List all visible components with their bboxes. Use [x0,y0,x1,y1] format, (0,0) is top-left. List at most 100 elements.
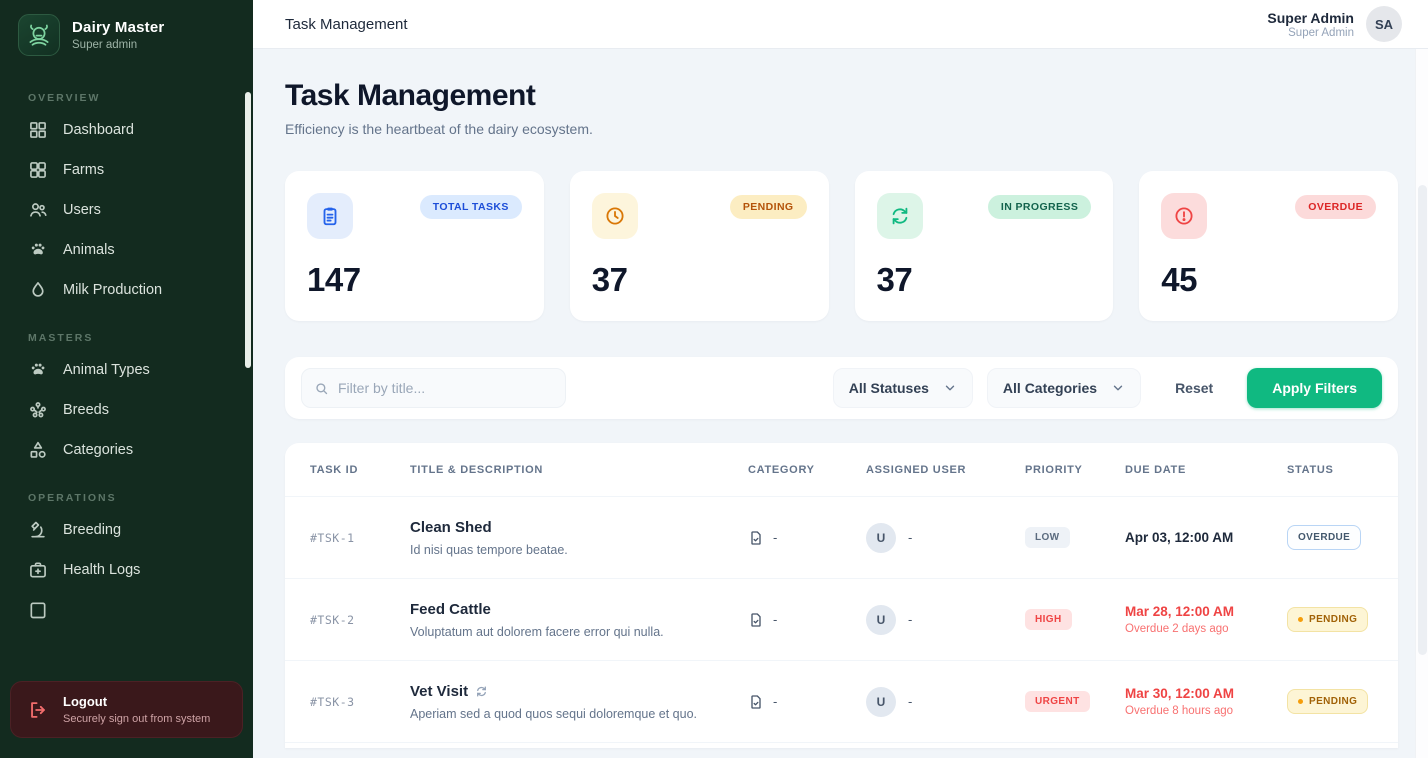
assigned-user-value: - [908,612,913,627]
tasks-table: TASK ID TITLE & DESCRIPTION CATEGORY ASS… [285,443,1398,748]
category-dropdown[interactable]: All Categories [986,368,1142,408]
topbar-title: Task Management [285,15,408,33]
sidebar-item-breeding[interactable]: Breeding [0,510,253,550]
priority-badge: HIGH [1025,609,1072,630]
task-list-icon [28,600,48,620]
category-value: - [773,694,778,709]
clock-icon [591,193,638,239]
sidebar-item-label: Users [63,202,101,218]
due-note: Overdue 2 days ago [1125,623,1229,635]
status-dot [1298,699,1303,704]
status-badge: OVERDUE [1287,525,1362,550]
task-title: Vet Visit [410,682,469,700]
farms-grid-icon [28,160,48,180]
sidebar-item-breeds[interactable]: Breeds [0,390,253,430]
brand-logo [18,14,60,56]
sidebar-item-milk-production[interactable]: Milk Production [0,270,253,310]
clipboard-icon [307,193,353,239]
user-name: Super Admin [1267,9,1354,26]
document-check-icon [748,612,764,628]
task-description: Id nisi quas tempore beatae. [410,542,568,557]
droplet-icon [28,280,48,300]
assigned-avatar: U [866,604,896,635]
table-row[interactable]: #TSK-1 Clean Shed Id nisi quas tempore b… [285,496,1398,578]
sidebar-item-label: Categories [63,442,134,458]
stat-value: 37 [591,261,628,298]
document-check-icon [748,530,764,546]
task-title: Feed Cattle [410,600,491,618]
sidebar-item-categories[interactable]: Categories [0,430,253,470]
stat-badge: OVERDUE [1295,195,1376,219]
sidebar-item-label: Breeds [63,402,109,418]
brand-subtitle: Super admin [72,39,138,51]
topbar-user[interactable]: Super Admin Super Admin SA [1267,6,1402,42]
medkit-icon [28,560,48,580]
stat-badge: PENDING [729,195,807,219]
sidebar-item-dashboard[interactable]: Dashboard [0,110,253,150]
stat-card-total-tasks: TOTAL TASKS 147 [285,171,544,321]
main-scrollbar-track[interactable] [1415,49,1428,758]
priority-badge: URGENT [1025,691,1090,712]
status-dropdown[interactable]: All Statuses [832,368,973,408]
stat-card-overdue: OVERDUE 45 [1139,171,1398,321]
page-subtitle: Efficiency is the heartbeat of the dairy… [285,121,593,137]
assigned-avatar: U [866,522,896,553]
sidebar-item-users[interactable]: Users [0,190,253,230]
chevron-down-icon [1111,381,1125,395]
status-dot [1298,617,1303,622]
assigned-user-value: - [908,694,913,709]
status-badge: PENDING [1287,689,1369,714]
sync-icon [876,193,923,239]
network-icon [28,400,48,420]
sidebar: Dairy Master Super admin OVERVIEW Dashbo… [0,0,253,758]
sidebar-item-label: Dashboard [63,122,134,138]
logout-label: Logout [63,694,108,709]
filter-bar: All Statuses All Categories Reset Apply … [285,357,1398,419]
search-box[interactable] [301,368,566,408]
sidebar-item-label: Animal Types [63,362,150,378]
reset-button[interactable]: Reset [1155,380,1233,396]
stat-card-in-progress: IN PROGRESS 37 [854,171,1114,321]
sidebar-item-label: Health Logs [63,562,141,578]
paw-icon [28,360,48,380]
table-header: TASK ID TITLE & DESCRIPTION CATEGORY ASS… [285,443,1398,496]
brand-name: Dairy Master [72,19,165,36]
column-header-status: STATUS [1287,463,1334,476]
stats-row: TOTAL TASKS 147 PENDING 37 IN PROGRESS 3… [285,171,1398,321]
sidebar-item-label: Animals [63,242,115,258]
chevron-down-icon [943,381,957,395]
logout-icon [27,699,49,721]
users-icon [28,200,48,220]
category-value: - [773,530,778,545]
table-row[interactable]: #TSK-3 Vet Visit Aperiam sed a quod quos… [285,660,1398,742]
due-date: Apr 03, 12:00 AM [1125,530,1234,545]
table-row[interactable]: #TSK-2 Feed Cattle Voluptatum aut dolore… [285,578,1398,660]
section-label-operations: OPERATIONS [28,492,117,504]
task-description: Voluptatum aut dolorem facere error qui … [410,624,664,639]
logout-button[interactable]: Logout Securely sign out from system [10,681,243,738]
sidebar-item-label: Milk Production [63,282,163,298]
sidebar-item-partial[interactable] [0,590,253,630]
search-input[interactable] [338,380,553,396]
sidebar-scrollbar[interactable] [245,92,251,368]
due-date: Mar 30, 12:00 AM [1125,686,1235,701]
sidebar-item-animal-types[interactable]: Animal Types [0,350,253,390]
column-header-title: TITLE & DESCRIPTION [410,463,544,476]
task-description: Aperiam sed a quod quos sequi doloremque… [410,706,697,721]
stat-card-pending: PENDING 37 [569,171,829,321]
stat-badge: IN PROGRESS [987,195,1092,219]
paw-icon [28,240,48,260]
dashboard-icon [28,120,48,140]
main-scrollbar-thumb[interactable] [1418,185,1427,655]
stat-value: 37 [876,261,913,298]
microscope-icon [28,520,48,540]
assigned-avatar: U [866,686,896,717]
table-row-partial [285,742,1398,748]
sidebar-item-farms[interactable]: Farms [0,150,253,190]
avatar[interactable]: SA [1366,6,1402,42]
section-label-overview: OVERVIEW [28,92,101,104]
apply-filters-button[interactable]: Apply Filters [1247,368,1382,408]
document-check-icon [748,694,764,710]
sidebar-item-health-logs[interactable]: Health Logs [0,550,253,590]
sidebar-item-animals[interactable]: Animals [0,230,253,270]
